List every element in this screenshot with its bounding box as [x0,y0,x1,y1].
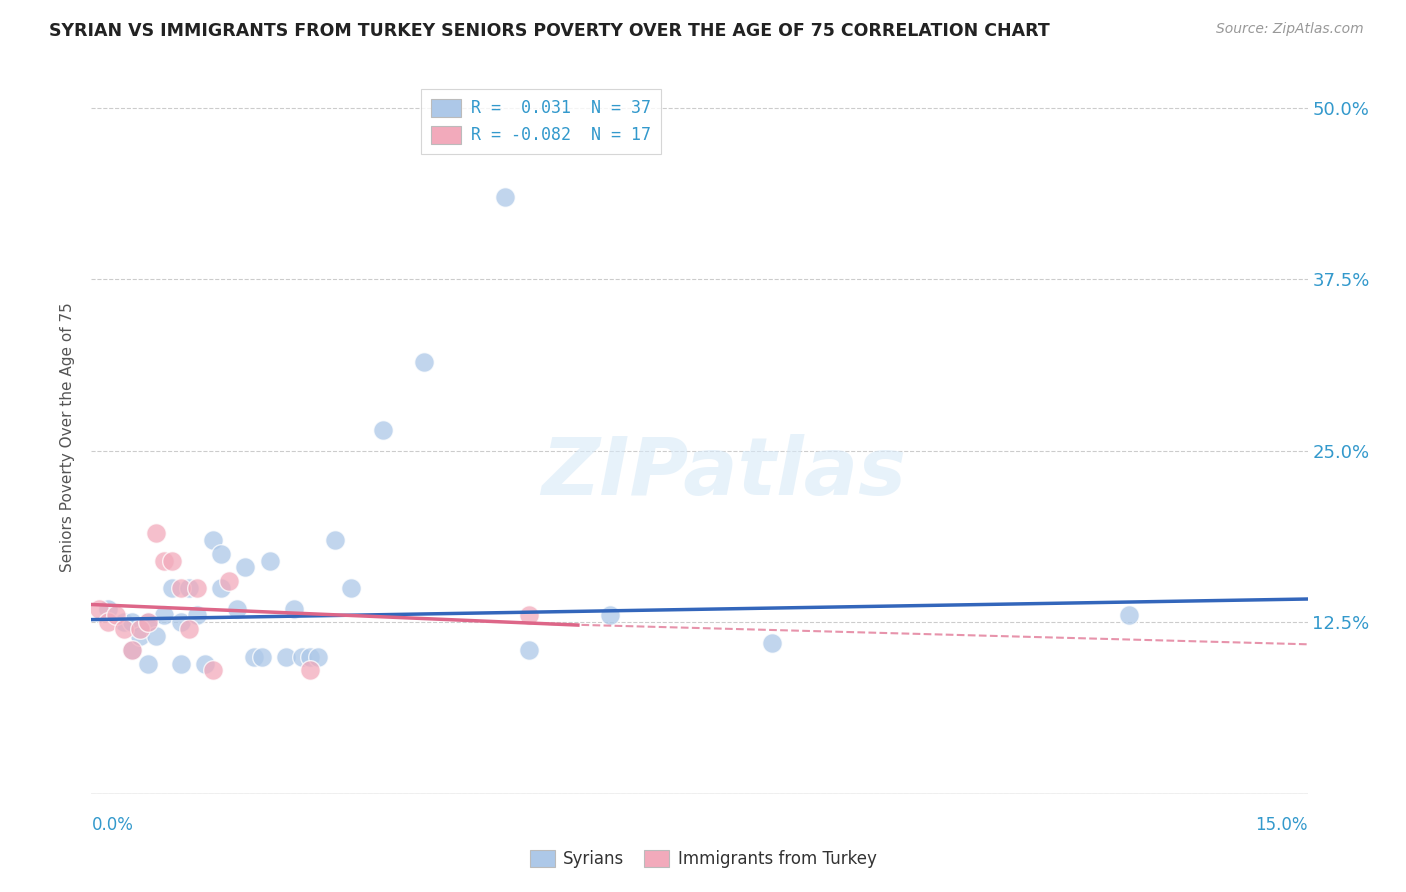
Point [145,629,167,643]
Text: 15.0%: 15.0% [1256,816,1308,834]
Point [202,664,225,678]
Point [323,533,346,547]
Point [1118,608,1140,623]
Point [186,608,208,623]
Point [177,581,200,595]
Y-axis label: Seniors Poverty Over the Age of 75: Seniors Poverty Over the Age of 75 [60,302,76,572]
Point [259,553,281,567]
Point [194,657,217,671]
Point [97,601,120,615]
Point [242,649,264,664]
Point [153,553,176,567]
Point [209,547,232,561]
Point [250,649,273,664]
Point [517,642,540,657]
Point [136,615,159,630]
Legend: R =  0.031  N = 37, R = -0.082  N = 17: R = 0.031 N = 37, R = -0.082 N = 17 [422,88,661,154]
Point [283,601,305,615]
Text: Source: ZipAtlas.com: Source: ZipAtlas.com [1216,22,1364,37]
Point [162,581,184,595]
Point [162,553,184,567]
Point [136,657,159,671]
Point [177,622,200,636]
Point [104,608,127,623]
Point [186,581,208,595]
Point [307,649,329,664]
Point [218,574,240,589]
Point [121,615,143,630]
Text: SYRIAN VS IMMIGRANTS FROM TURKEY SENIORS POVERTY OVER THE AGE OF 75 CORRELATION : SYRIAN VS IMMIGRANTS FROM TURKEY SENIORS… [49,22,1050,40]
Text: 0.0%: 0.0% [91,816,134,834]
Point [517,608,540,623]
Point [299,664,322,678]
Point [129,622,152,636]
Text: ZIPatlas: ZIPatlas [541,434,907,512]
Point [202,533,225,547]
Point [494,190,516,204]
Point [136,615,159,630]
Point [274,649,297,664]
Point [226,601,249,615]
Point [412,354,434,368]
Point [112,615,135,630]
Point [761,636,783,650]
Point [169,657,191,671]
Point [340,581,363,595]
Point [97,615,120,630]
Point [129,629,152,643]
Point [169,581,191,595]
Point [373,423,395,437]
Point [89,601,111,615]
Point [291,649,314,664]
Point [121,642,143,657]
Point [169,615,191,630]
Point [153,608,176,623]
Legend: Syrians, Immigrants from Turkey: Syrians, Immigrants from Turkey [523,843,883,875]
Point [145,526,167,541]
Point [599,608,621,623]
Point [209,581,232,595]
Point [112,622,135,636]
Point [299,649,322,664]
Point [235,560,257,574]
Point [121,642,143,657]
